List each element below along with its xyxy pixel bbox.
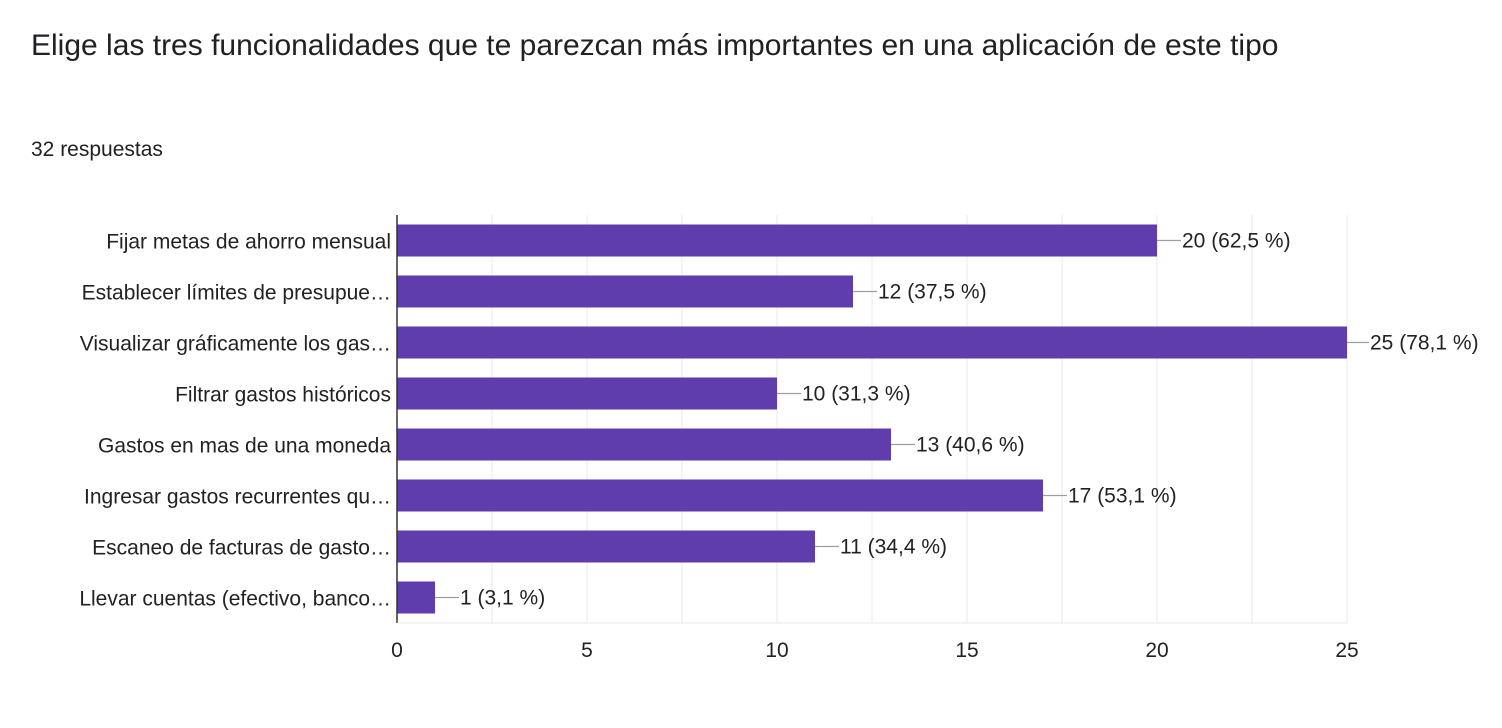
data-label: 17 (53,1 %) <box>1068 485 1177 508</box>
category-label: Establecer límites de presupue… <box>82 282 391 305</box>
bar <box>397 326 1347 359</box>
data-label: 11 (34,4 %) <box>840 536 947 559</box>
data-label: 13 (40,6 %) <box>916 434 1025 457</box>
bar <box>397 428 891 461</box>
category-label: Ingresar gastos recurrentes qu… <box>84 486 391 509</box>
bar <box>397 275 853 308</box>
data-label: 1 (3,1 %) <box>460 587 545 610</box>
question-title: Elige las tres funcionalidades que te pa… <box>31 29 1279 62</box>
x-tick-label: 20 <box>1145 639 1168 662</box>
labels: 20 (62,5 %) Fijar metas de ahorro mensual… <box>79 230 1478 663</box>
response-count: 32 respuestas <box>31 138 163 161</box>
x-tick-label: 5 <box>581 639 593 662</box>
data-label: 12 (37,5 %) <box>878 281 987 304</box>
bar <box>397 224 1157 257</box>
x-tick-label: 10 <box>765 639 788 662</box>
data-label: 25 (78,1 %) <box>1370 332 1479 355</box>
axes <box>396 215 1347 624</box>
x-tick-label: 0 <box>391 639 403 662</box>
bar <box>397 530 815 563</box>
category-label: Gastos en mas de una moneda <box>98 435 391 458</box>
data-label: 20 (62,5 %) <box>1182 230 1291 253</box>
data-label: 10 (31,3 %) <box>802 383 911 406</box>
category-label: Escaneo de facturas de gasto… <box>92 537 391 560</box>
bar <box>397 581 435 614</box>
category-label: Fijar metas de ahorro mensual <box>106 231 391 254</box>
category-label: Llevar cuentas (efectivo, banco… <box>79 588 391 611</box>
bar <box>397 479 1043 512</box>
category-label: Visualizar gráficamente los gas… <box>80 333 391 356</box>
category-label: Filtrar gastos históricos <box>175 384 391 407</box>
x-tick-label: 15 <box>955 639 978 662</box>
bar <box>397 377 777 410</box>
bars <box>397 224 1347 614</box>
x-tick-label: 25 <box>1335 639 1358 662</box>
